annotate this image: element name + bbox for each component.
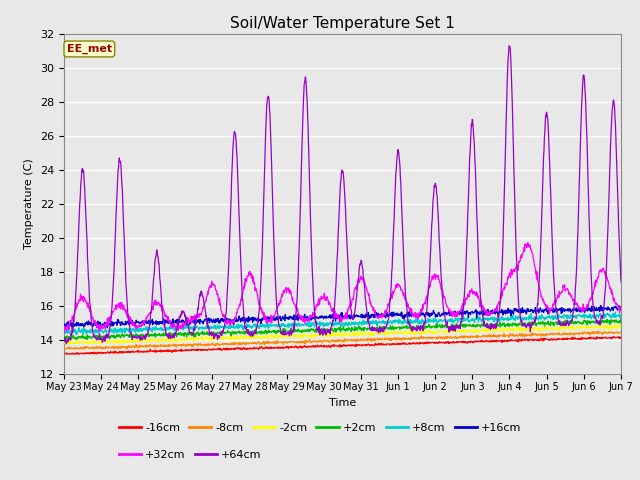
+2cm (259, 330, 267, 336)
+8cm (531, 314, 539, 320)
-2cm (192, 336, 200, 342)
+32cm (454, 312, 461, 318)
+2cm (454, 324, 461, 329)
+8cm (60, 329, 68, 335)
+64cm (506, 43, 513, 49)
-16cm (259, 346, 267, 352)
+32cm (60, 324, 68, 330)
-8cm (60, 346, 68, 351)
+2cm (178, 332, 186, 337)
-2cm (638, 321, 640, 327)
+2cm (584, 318, 591, 324)
Line: +64cm: +64cm (64, 46, 640, 344)
Line: +2cm: +2cm (64, 318, 640, 340)
+16cm (259, 316, 267, 322)
Text: EE_met: EE_met (67, 44, 112, 54)
+64cm (63, 341, 70, 347)
+64cm (60, 335, 68, 340)
+8cm (259, 322, 267, 327)
-8cm (178, 343, 186, 348)
+16cm (178, 317, 186, 323)
+16cm (193, 320, 200, 326)
-2cm (60, 341, 68, 347)
-2cm (584, 325, 591, 331)
Line: +16cm: +16cm (64, 304, 640, 328)
Legend: +32cm, +64cm: +32cm, +64cm (114, 445, 266, 464)
+32cm (584, 305, 592, 311)
Line: +32cm: +32cm (64, 243, 640, 332)
-16cm (531, 337, 539, 343)
+64cm (532, 314, 540, 320)
Title: Soil/Water Temperature Set 1: Soil/Water Temperature Set 1 (230, 16, 455, 31)
+64cm (584, 182, 592, 188)
Y-axis label: Temperature (C): Temperature (C) (24, 158, 35, 250)
Line: -2cm: -2cm (64, 324, 640, 344)
+8cm (584, 313, 591, 319)
+8cm (454, 320, 461, 325)
+64cm (259, 222, 267, 228)
-8cm (637, 327, 640, 333)
+32cm (532, 270, 540, 276)
-2cm (178, 338, 186, 344)
-2cm (259, 336, 266, 341)
Line: -16cm: -16cm (64, 336, 640, 354)
X-axis label: Time: Time (329, 397, 356, 408)
-8cm (454, 334, 461, 340)
+16cm (97, 325, 105, 331)
-16cm (61, 351, 68, 357)
+16cm (454, 309, 461, 315)
-16cm (178, 348, 186, 353)
+32cm (193, 314, 200, 320)
+32cm (259, 311, 267, 317)
+64cm (193, 315, 200, 321)
+32cm (524, 240, 532, 246)
+2cm (531, 320, 539, 325)
-16cm (454, 339, 461, 345)
+2cm (619, 315, 627, 321)
+8cm (73, 332, 81, 337)
+32cm (61, 329, 68, 335)
-16cm (193, 347, 200, 353)
-8cm (584, 329, 591, 335)
+8cm (178, 325, 186, 331)
+64cm (454, 324, 461, 330)
+2cm (60, 335, 68, 341)
+8cm (193, 324, 200, 330)
-8cm (61, 346, 69, 352)
+16cm (584, 307, 591, 313)
+2cm (193, 331, 200, 336)
-2cm (531, 327, 539, 333)
-8cm (193, 341, 200, 347)
Line: +8cm: +8cm (64, 312, 640, 335)
+32cm (178, 324, 186, 330)
-8cm (531, 332, 539, 338)
+16cm (531, 304, 539, 310)
+64cm (178, 311, 186, 317)
+16cm (639, 301, 640, 307)
+2cm (68, 337, 76, 343)
-8cm (259, 341, 267, 347)
+16cm (60, 322, 68, 328)
Line: -8cm: -8cm (64, 330, 640, 349)
-2cm (454, 329, 461, 335)
-16cm (584, 335, 591, 341)
-16cm (60, 351, 68, 357)
